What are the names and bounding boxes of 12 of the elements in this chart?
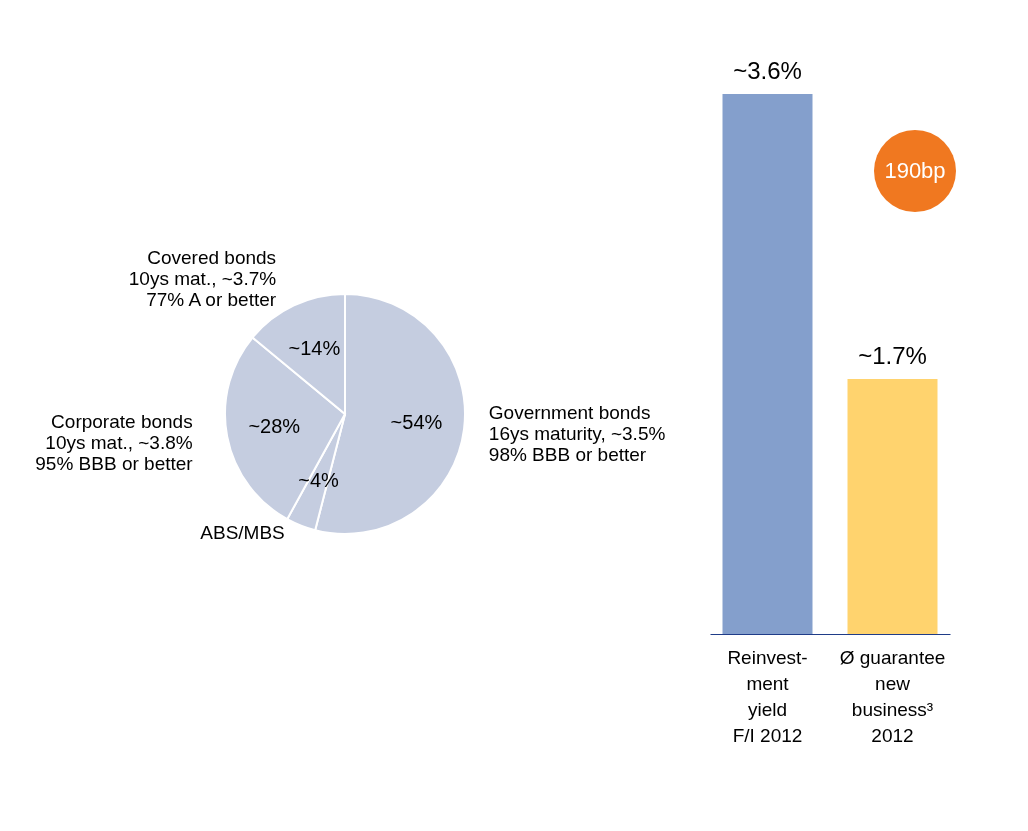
slice-label: Covered bonds 10ys mat., ~3.7% 77% A or better bbox=[128, 247, 277, 311]
data-label: ~1.7% bbox=[858, 342, 927, 369]
slice-label: Corporate bonds 10ys mat., ~3.8% 95% BBB or better bbox=[35, 411, 194, 475]
data-label: ~3.6% bbox=[733, 57, 802, 84]
slice-label: Government bonds 16ys maturity, ~3.5% 98% BBB or better bbox=[488, 401, 666, 465]
x-tick-label: Reinvest- ment yield F/I 2012 bbox=[727, 646, 808, 746]
data-label: ~28% bbox=[248, 415, 301, 438]
data-label: ~14% bbox=[288, 336, 341, 359]
data-label: ~54% bbox=[390, 411, 443, 434]
x-tick-label: Ø guarantee new business³ 2012 bbox=[839, 646, 946, 746]
data-label: ~4% bbox=[298, 468, 339, 491]
slice-label: ABS/MBS bbox=[200, 522, 285, 544]
